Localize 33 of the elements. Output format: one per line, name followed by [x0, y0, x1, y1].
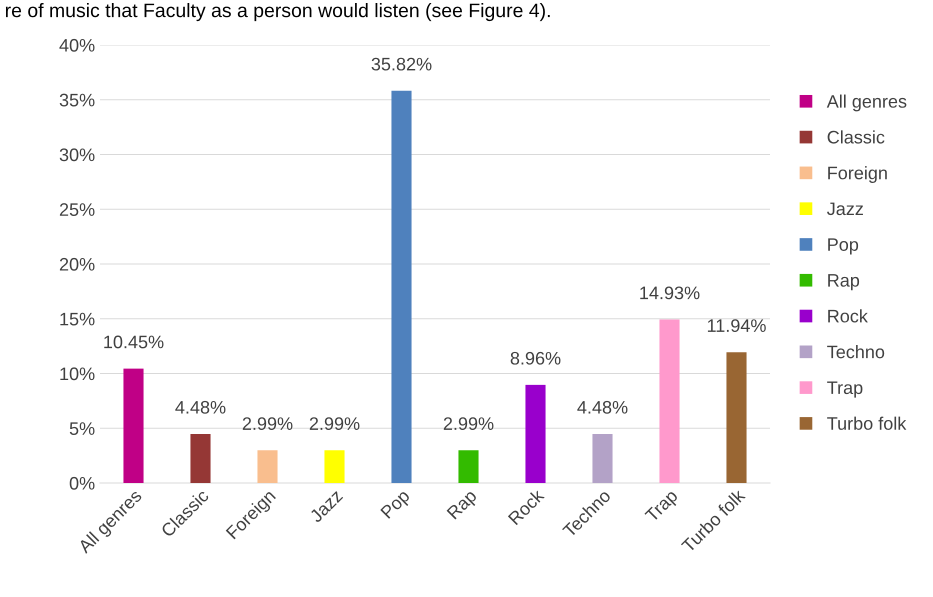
- legend-label: Techno: [827, 345, 884, 358]
- data-label: 11.94%: [708, 319, 766, 332]
- legend-label: Rap: [828, 274, 860, 290]
- y-tick-label: 20%: [60, 258, 94, 271]
- x-tick-label: Rap: [446, 488, 480, 522]
- legend-label: Jazz: [827, 202, 863, 216]
- y-tick-label: 15%: [60, 312, 94, 326]
- legend-label: All genres: [826, 94, 906, 112]
- data-label: 4.48%: [175, 400, 226, 414]
- data-label: 14.93%: [640, 286, 700, 300]
- y-tick-label: 5%: [70, 422, 94, 435]
- legend-label: Classic: [828, 130, 884, 144]
- data-label: 2.99%: [310, 417, 360, 430]
- data-label: 2.99%: [242, 417, 292, 430]
- data-label: 8.96%: [510, 352, 560, 365]
- legend-label: Foreign: [828, 166, 887, 183]
- y-tick-label: 10%: [60, 367, 94, 380]
- data-label: 4.48%: [577, 400, 628, 414]
- data-label: 10.45%: [104, 336, 164, 348]
- legend-label: Trap: [827, 382, 862, 398]
- legend-label: Rock: [828, 309, 868, 323]
- x-tick-label: Pop: [380, 488, 413, 522]
- y-tick-label: 0%: [70, 476, 94, 490]
- y-tick-label: 30%: [60, 148, 94, 162]
- x-tick-label: Trap: [644, 488, 681, 526]
- data-label: 2.99%: [444, 417, 494, 430]
- legend-label: Turbo folk: [827, 416, 906, 430]
- data-label: 35.82%: [372, 58, 432, 71]
- legend-label: Pop: [828, 238, 858, 255]
- y-tick-label: 40%: [59, 38, 94, 52]
- y-tick-label: 35%: [60, 94, 94, 106]
- text: re of music that Faculty as a person would listen (see Figure 4).: [6, 2, 550, 22]
- y-tick-label: 25%: [60, 203, 94, 216]
